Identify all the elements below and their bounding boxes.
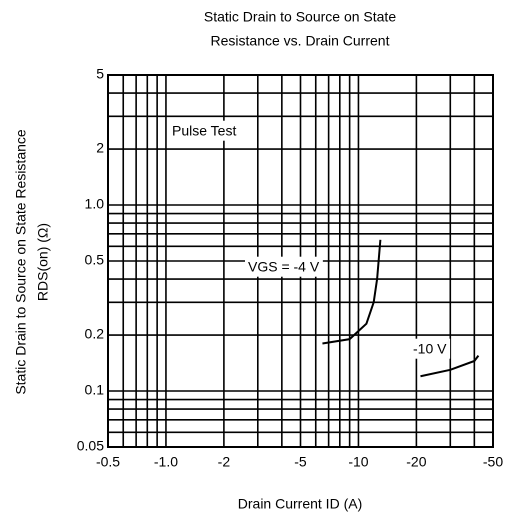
chart-title: Static Drain to Source on State [204,9,396,25]
y-tick-label: 1.0 [85,196,105,212]
series-label: VGS = -4 V [248,259,320,275]
annotation: Pulse Test [172,123,236,139]
y-tick-label: 2 [96,140,104,156]
series-label-bg [245,256,323,277]
series-line [322,239,382,345]
y-tick-label: 0.2 [85,326,105,342]
x-tick-label: -20 [406,454,426,470]
x-tick-label: -10 [348,454,368,470]
y-tick-label: 0.5 [85,252,105,268]
y-tick-label: 0.1 [85,382,105,398]
x-tick-label: -50 [483,454,503,470]
y-tick-label: 0.05 [77,438,104,454]
series-label: -10 V [413,341,447,357]
x-tick-label: -0.5 [96,454,120,470]
chart-title: Resistance vs. Drain Current [211,33,390,49]
series-label-bg [410,338,451,359]
x-tick-label: -5 [294,454,307,470]
y-axis-label: RDS(on) (Ω) [35,223,51,301]
x-tick-label: -1.0 [154,454,178,470]
x-tick-label: -2 [218,454,231,470]
x-axis-label: Drain Current ID (A) [238,496,362,512]
y-axis-label: Static Drain to Source on State Resistan… [13,129,29,395]
series-line [420,355,480,378]
y-tick-label: 5 [96,66,104,82]
annotation-bg [169,120,240,141]
